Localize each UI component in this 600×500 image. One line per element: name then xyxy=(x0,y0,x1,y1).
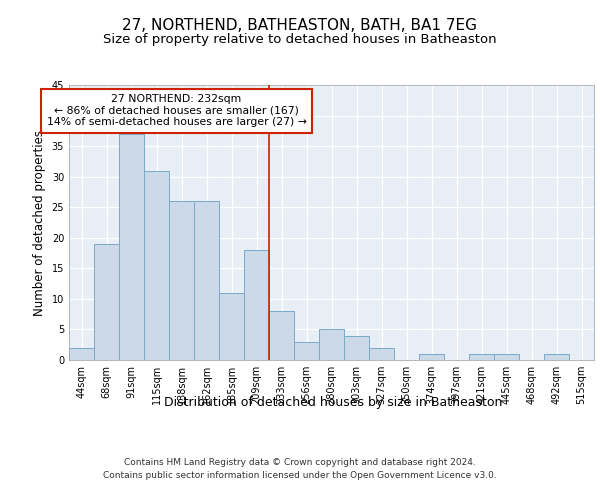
Bar xyxy=(244,250,269,360)
Bar xyxy=(319,330,344,360)
Bar xyxy=(70,348,94,360)
Bar xyxy=(119,134,143,360)
Y-axis label: Number of detached properties: Number of detached properties xyxy=(33,130,46,316)
Bar xyxy=(94,244,119,360)
Bar xyxy=(269,311,293,360)
Bar xyxy=(295,342,319,360)
Text: 27, NORTHEND, BATHEASTON, BATH, BA1 7EG: 27, NORTHEND, BATHEASTON, BATH, BA1 7EG xyxy=(122,18,478,32)
Bar xyxy=(370,348,394,360)
Bar xyxy=(544,354,569,360)
Text: Contains public sector information licensed under the Open Government Licence v3: Contains public sector information licen… xyxy=(103,472,497,480)
Bar xyxy=(145,170,169,360)
Text: Contains HM Land Registry data © Crown copyright and database right 2024.: Contains HM Land Registry data © Crown c… xyxy=(124,458,476,467)
Bar xyxy=(344,336,368,360)
Text: Size of property relative to detached houses in Batheaston: Size of property relative to detached ho… xyxy=(103,32,497,46)
Bar xyxy=(469,354,494,360)
Bar xyxy=(419,354,443,360)
Text: Distribution of detached houses by size in Batheaston: Distribution of detached houses by size … xyxy=(164,396,502,409)
Text: 27 NORTHEND: 232sqm
← 86% of detached houses are smaller (167)
14% of semi-detac: 27 NORTHEND: 232sqm ← 86% of detached ho… xyxy=(47,94,307,128)
Bar xyxy=(220,293,244,360)
Bar xyxy=(194,201,218,360)
Bar xyxy=(494,354,518,360)
Bar xyxy=(169,201,194,360)
